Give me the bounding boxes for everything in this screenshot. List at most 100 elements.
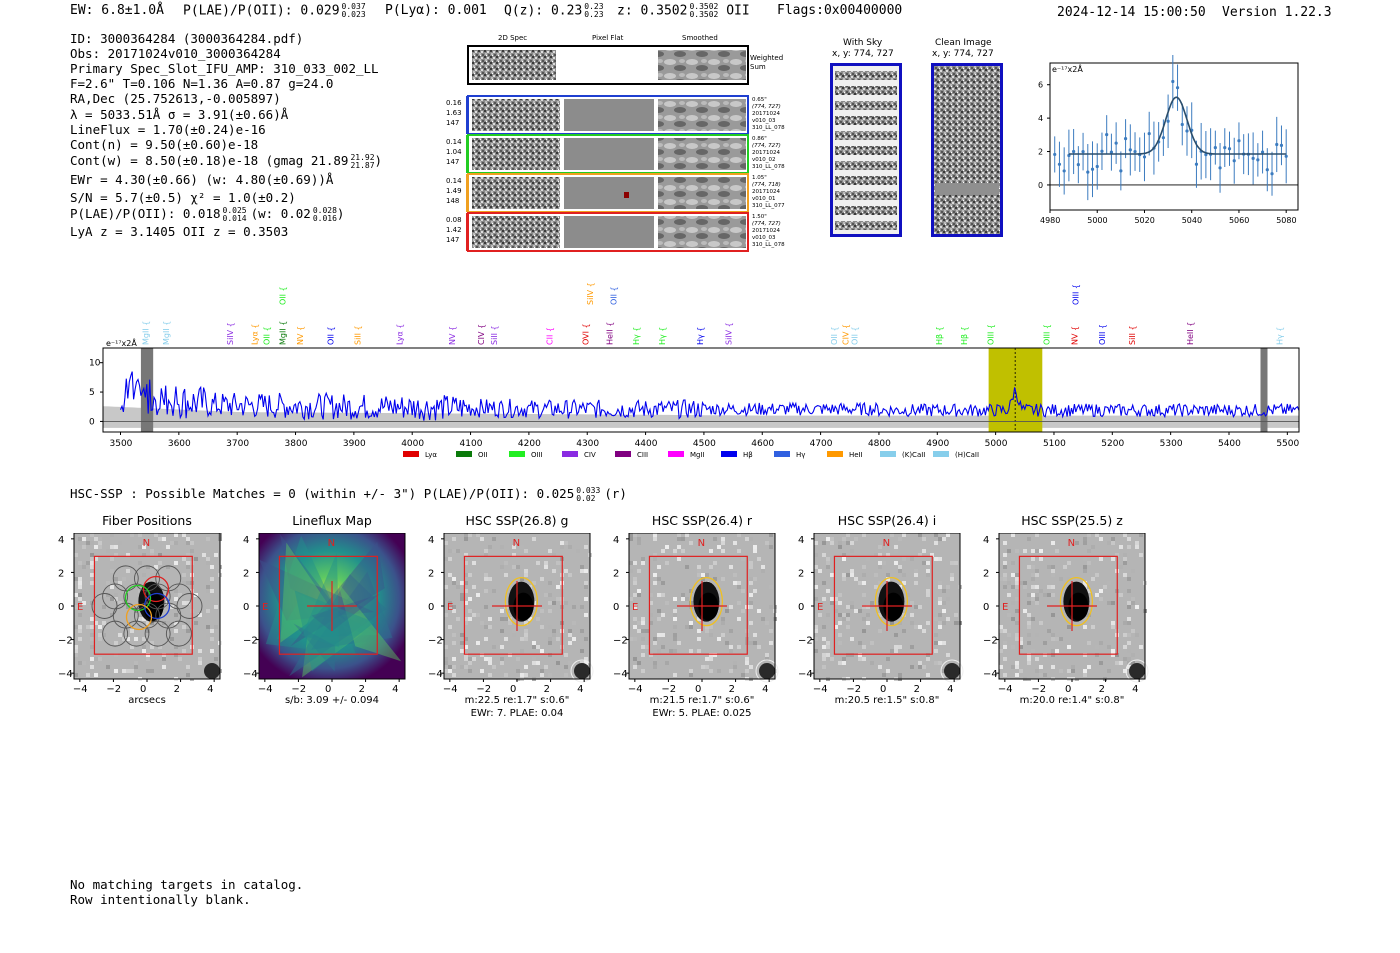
cutout-pixel bbox=[134, 665, 138, 669]
cutout-pixel bbox=[938, 601, 942, 605]
with-sky-image bbox=[830, 63, 902, 237]
cutout-pixel bbox=[1007, 549, 1011, 553]
row-desc-3: 20171024 bbox=[752, 189, 780, 195]
cutout-pixel bbox=[464, 637, 468, 641]
cutout-pixel bbox=[1107, 601, 1111, 605]
cutout-pixel bbox=[814, 597, 818, 601]
spectrum-xtick-label: 4800 bbox=[868, 439, 891, 449]
row-weight-a: 0.14 bbox=[446, 177, 462, 185]
line-label-text: Hγ { bbox=[696, 327, 705, 345]
cutout-pixel bbox=[86, 625, 90, 629]
cutout-pixel bbox=[737, 645, 741, 649]
lineflux-facet bbox=[280, 542, 331, 643]
zoom-point bbox=[1100, 149, 1104, 153]
cutout-pixel bbox=[701, 645, 705, 649]
cutout-pixel bbox=[464, 653, 468, 657]
hsc-panel-title: HSC SSP(25.5) z bbox=[1021, 513, 1123, 528]
cutout-pixel bbox=[524, 665, 528, 669]
cutout-pixel bbox=[174, 593, 178, 597]
cutout-pixel bbox=[910, 665, 914, 669]
line-label-NV: NV { bbox=[296, 326, 305, 345]
cutout-pixel bbox=[98, 593, 102, 597]
cutout-pixel bbox=[1067, 561, 1071, 565]
cutout-pixel bbox=[1123, 669, 1127, 673]
cutout-pixel bbox=[681, 549, 685, 553]
zoom-ytick-label: 4 bbox=[1038, 114, 1043, 123]
east-label: E bbox=[447, 602, 453, 613]
cutout-pixel bbox=[1011, 573, 1015, 577]
north-label: N bbox=[698, 538, 705, 549]
xtick-label: 2 bbox=[1099, 684, 1105, 695]
cutout-pixel bbox=[98, 537, 102, 541]
search-box bbox=[463, 555, 563, 655]
cutout-pixel bbox=[673, 609, 677, 613]
cutout-pixel bbox=[858, 641, 862, 645]
cutout-pixel bbox=[90, 541, 94, 545]
cutout-pixel bbox=[673, 613, 677, 617]
cutout-pixel bbox=[822, 637, 826, 641]
zoom-point bbox=[1109, 150, 1114, 154]
cutout-pixel bbox=[745, 661, 749, 665]
cutout-pixel bbox=[946, 653, 950, 657]
cutout-pixel bbox=[174, 645, 178, 649]
cutout-pixel bbox=[898, 537, 902, 541]
ytick-label: 4 bbox=[428, 535, 434, 546]
weighted-sum-label: Weighted Sum bbox=[750, 54, 784, 71]
cutout-pixel bbox=[1003, 645, 1007, 649]
spectrum-flux-line bbox=[119, 371, 1300, 421]
line-label-OII: OII { bbox=[279, 286, 288, 305]
cutout-pixel bbox=[1051, 573, 1055, 577]
cutout-pixel bbox=[846, 605, 850, 609]
cutout-pixel bbox=[480, 669, 484, 673]
cutout-pixel bbox=[174, 597, 178, 601]
ytick-label: 0 bbox=[983, 602, 989, 613]
cutout-pixel bbox=[745, 669, 749, 673]
cutout-pixel bbox=[138, 589, 142, 593]
cutout-pixel bbox=[584, 637, 588, 641]
cutout-pixel bbox=[657, 633, 661, 637]
cutout-pixel bbox=[182, 533, 186, 537]
cutout-pixel bbox=[170, 637, 174, 641]
cutout-pixel bbox=[1031, 585, 1035, 589]
zoom-frame bbox=[1049, 62, 1299, 211]
cutout-pixel bbox=[826, 589, 830, 593]
cutout-pixel bbox=[637, 621, 641, 625]
cutout-pixel bbox=[1011, 601, 1015, 605]
cutout-pixel bbox=[697, 573, 701, 577]
cutout-pixel bbox=[826, 565, 830, 569]
cutout-pixel bbox=[769, 533, 773, 537]
cutout-pixel bbox=[1003, 641, 1007, 645]
footer-no-match: No matching targets in catalog. bbox=[70, 877, 304, 892]
cutout-pixel bbox=[926, 653, 930, 657]
cutout-pixel bbox=[850, 569, 854, 573]
cutout-pixel bbox=[568, 545, 572, 549]
ytick-label: −2 bbox=[243, 636, 258, 647]
cutout-pixel bbox=[78, 581, 82, 585]
cutout-pixel bbox=[862, 657, 866, 661]
cutout-pixel bbox=[1131, 601, 1135, 605]
cutout-pixel bbox=[444, 585, 448, 589]
cutout-pixel bbox=[898, 621, 902, 625]
ytick-label: 4 bbox=[798, 535, 804, 546]
cutout-pixel bbox=[532, 657, 536, 661]
cutout-pixel bbox=[910, 601, 914, 605]
line-label-Lyα: Lyα { bbox=[251, 324, 260, 345]
cutout-pixel bbox=[448, 601, 452, 605]
cutout-pixel bbox=[689, 621, 693, 625]
line-label-text: OII { bbox=[262, 326, 271, 345]
xtick-label: 2 bbox=[544, 684, 550, 695]
cutout-pixel bbox=[564, 665, 568, 669]
cutout-pixel bbox=[1087, 589, 1091, 593]
cutout-pixel bbox=[822, 653, 826, 657]
cutout-pixel bbox=[633, 593, 637, 597]
cutout-pixel bbox=[444, 557, 448, 561]
cutout-pixel bbox=[999, 649, 1003, 653]
hsc-panel-title: HSC SSP(26.8) g bbox=[465, 513, 569, 528]
cutout-pixel bbox=[850, 601, 854, 605]
cutout-pixel bbox=[1111, 541, 1115, 545]
cutout-pixel bbox=[878, 553, 882, 557]
cutout-pixel bbox=[1099, 661, 1103, 665]
cutout-pixel bbox=[464, 537, 468, 541]
cutout-pixel bbox=[1011, 645, 1015, 649]
cutout-pixel bbox=[1011, 561, 1015, 565]
